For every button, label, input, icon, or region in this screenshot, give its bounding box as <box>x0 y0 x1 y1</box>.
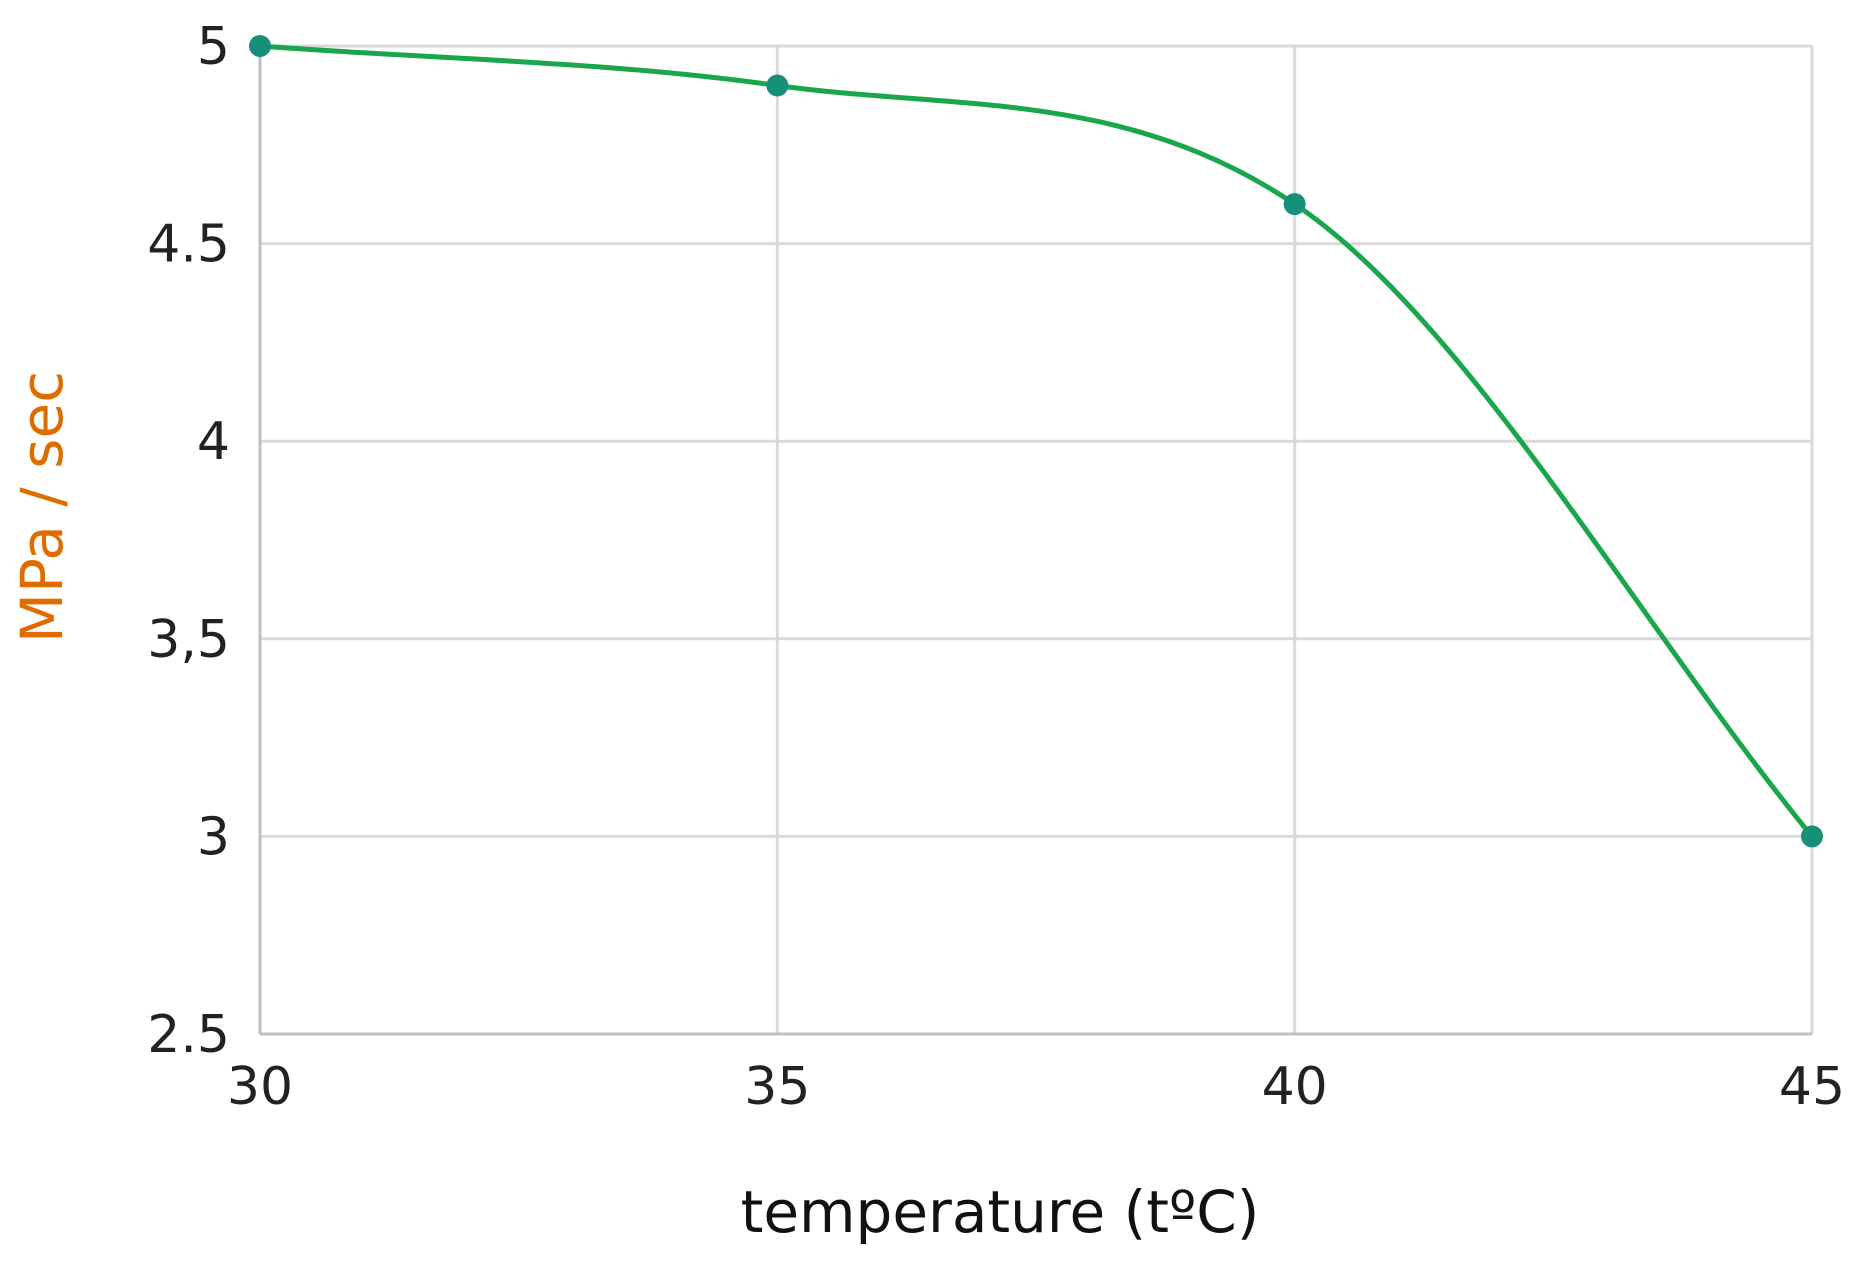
axes <box>258 46 1812 1036</box>
series-line <box>257 43 1815 839</box>
y-axis-title: MPa / sec <box>8 371 76 643</box>
data-point <box>766 74 789 97</box>
y-tick-label: 3,5 <box>147 610 230 670</box>
y-axis-ticks: 2.5 3 3,5 4 4.5 5 <box>147 17 230 1065</box>
y-tick-label: 4.5 <box>147 215 230 275</box>
data-point <box>1801 825 1823 848</box>
y-tick-label: 4 <box>197 412 230 472</box>
x-tick-label: 35 <box>744 1057 810 1117</box>
x-tick-label: 40 <box>1262 1057 1328 1117</box>
x-axis-title: temperature (tºC) <box>741 1178 1260 1246</box>
y-tick-label: 3 <box>197 807 230 867</box>
y-tick-label: 5 <box>197 17 230 77</box>
series-group <box>249 35 1823 848</box>
data-point <box>249 35 271 57</box>
data-point <box>1283 193 1306 216</box>
x-tick-label: 45 <box>1779 1057 1845 1117</box>
y-tick-label: 2.5 <box>147 1005 230 1065</box>
x-axis-ticks: 30 35 40 45 <box>227 1057 1845 1117</box>
grid <box>260 44 1814 1034</box>
x-tick-label: 30 <box>227 1057 293 1117</box>
